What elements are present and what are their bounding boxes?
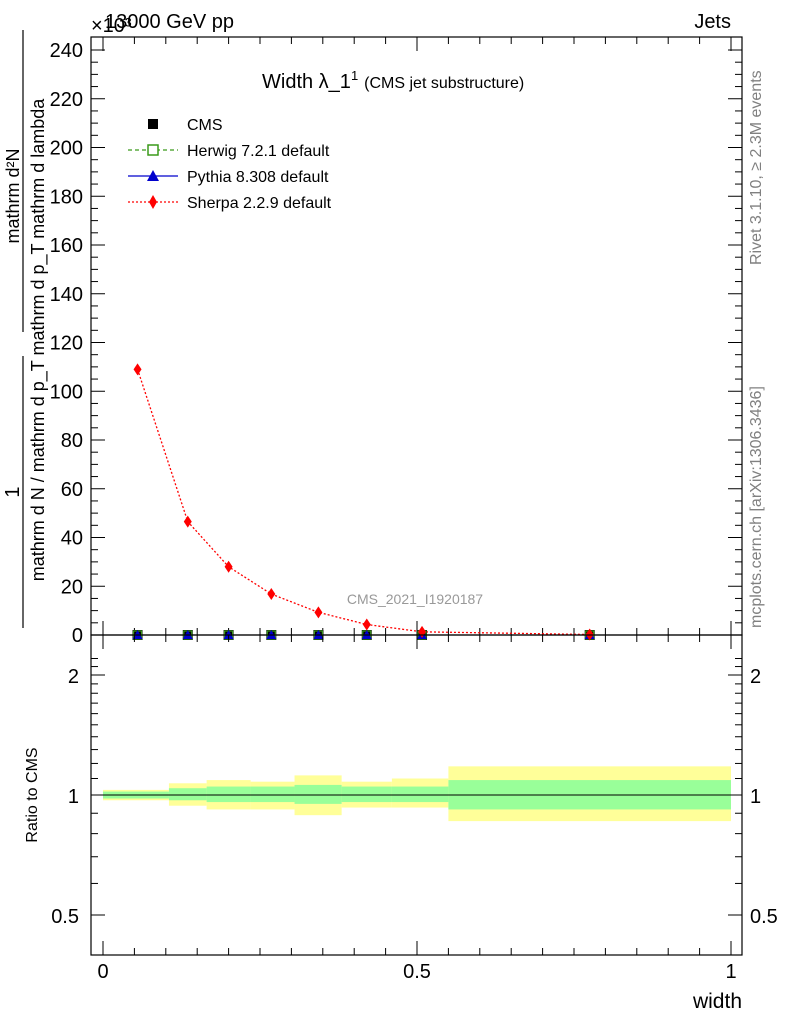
main-y-tick-label: 160 [50, 235, 83, 257]
legend-marker-pythia [147, 170, 159, 181]
legend-label: Pythia 8.308 default [187, 169, 329, 186]
main-ylabel: 1 mathrm d N / mathrm d p_T mathrm d p_T… [2, 30, 49, 628]
ratio-stat-band [294, 784, 342, 804]
main-y-tick-label: 80 [61, 430, 83, 452]
main-y-tick-label: 100 [50, 381, 83, 403]
ylabel-denominator-1: mathrm d N / mathrm d p_T mathrm d p_T m… [28, 98, 49, 581]
main-y-tick-label: 40 [61, 528, 83, 550]
ratio-y-tick-label-right: 2 [750, 666, 761, 688]
main-axis-ticks: 0 20 40 60 80 100 120 140 160 180 200 220 240 [50, 37, 742, 647]
rivet-label: Rivet 3.1.10, ≥ 2.3M events [748, 70, 765, 265]
main-y-tick-label: 140 [50, 284, 83, 306]
main-y-tick-label: 120 [50, 333, 83, 355]
ratio-y-tick-label-right: 1 [750, 786, 761, 808]
ratio-y-tick-label: 0.5 [51, 906, 79, 928]
sherpa-point [267, 588, 276, 601]
ratio-y-tick-label-right: 0.5 [750, 906, 778, 928]
legend-item: Herwig 7.2.1 default [128, 143, 330, 160]
mcplots-label: mcplots.cern.ch [arXiv:1306.3436] [748, 386, 765, 628]
ylabel-numerator-top: 1 [2, 486, 24, 497]
ratio-stat-band [168, 788, 207, 801]
main-y-tick-label: 240 [50, 40, 83, 62]
ylabel-numerator: mathrm d²N [3, 148, 23, 243]
sherpa-point [362, 618, 371, 631]
ratio-bands [103, 766, 731, 822]
ratio-ylabel: Ratio to CMS [24, 747, 41, 842]
main-y-tick-label: 220 [50, 89, 83, 111]
main-y-tick-label: 180 [50, 186, 83, 208]
main-y-tick-label: 200 [50, 138, 83, 160]
sherpa-point [183, 515, 192, 528]
watermark: CMS_2021_I1920187 [347, 591, 483, 607]
legend-marker-herwig [147, 144, 159, 156]
x-tick-label: 1 [725, 961, 736, 983]
x-tick-label: 0 [97, 961, 108, 983]
energy-label: 13000 GeV pp [105, 11, 234, 33]
process-label: Jets [694, 11, 731, 33]
plot-title-sup: 1 [351, 68, 358, 83]
plot-title-sub: (CMS jet substructure) [364, 75, 524, 92]
legend-label: Herwig 7.2.1 default [187, 143, 330, 160]
plot-title: Width λ_11 (CMS jet substructure) [262, 68, 524, 93]
ratio-axis-ticks: 0.5 0.5 1 1 2 2 0 0.5 1 [51, 635, 778, 983]
exponent-label: ×10³ [91, 15, 132, 37]
legend-label: CMS [187, 117, 223, 134]
legend-item: CMS [148, 117, 223, 134]
plot-title-main: Width λ_1 [262, 71, 351, 93]
legend: CMS Herwig 7.2.1 default Pythia 8.308 defa… [128, 117, 332, 212]
legend-item: Sherpa 2.2.9 default [128, 195, 332, 212]
sherpa-point [133, 363, 142, 376]
ratio-stat-band [391, 786, 449, 803]
main-plot: 0 20 40 60 80 100 120 140 160 180 200 220 240 CMS_20… [2, 30, 743, 647]
ratio-stat-band [341, 786, 392, 803]
legend-item: Pythia 8.308 default [128, 169, 329, 186]
x-tick-label: 0.5 [403, 961, 431, 983]
sherpa-point [314, 606, 323, 619]
ratio-y-tick-label: 1 [68, 786, 79, 808]
sherpa-point [224, 560, 233, 573]
legend-label: Sherpa 2.2.9 default [187, 195, 332, 212]
sherpa-line [136, 369, 590, 636]
legend-marker-cms [148, 119, 158, 129]
x-axis-label: width [692, 990, 742, 1013]
main-y-tick-label: 20 [61, 576, 83, 598]
main-y-tick-label: 60 [61, 479, 83, 501]
legend-marker-sherpa [149, 195, 157, 209]
ratio-stat-band [250, 786, 295, 803]
ratio-stat-band [206, 786, 251, 803]
ratio-y-tick-label: 2 [68, 666, 79, 688]
ratio-plot: 0.5 0.5 1 1 2 2 0 0.5 1 Ratio to CMS width [24, 634, 778, 1013]
main-y-tick-label: 0 [72, 625, 83, 647]
